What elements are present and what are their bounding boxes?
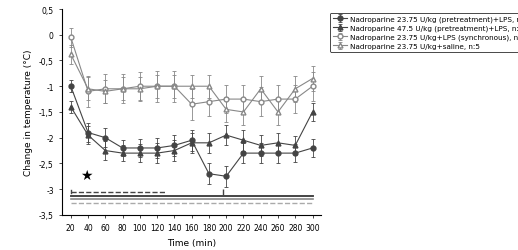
- Legend: Nadroparine 23.75 U/kg (pretreatment)+LPS, n:10, Nadroparine 47.5 U/kg (pretreat: Nadroparine 23.75 U/kg (pretreatment)+LP…: [330, 14, 518, 52]
- X-axis label: Time (min): Time (min): [167, 238, 216, 247]
- Y-axis label: Change in temperature (°C): Change in temperature (°C): [24, 50, 33, 176]
- Text: ★: ★: [80, 168, 93, 182]
